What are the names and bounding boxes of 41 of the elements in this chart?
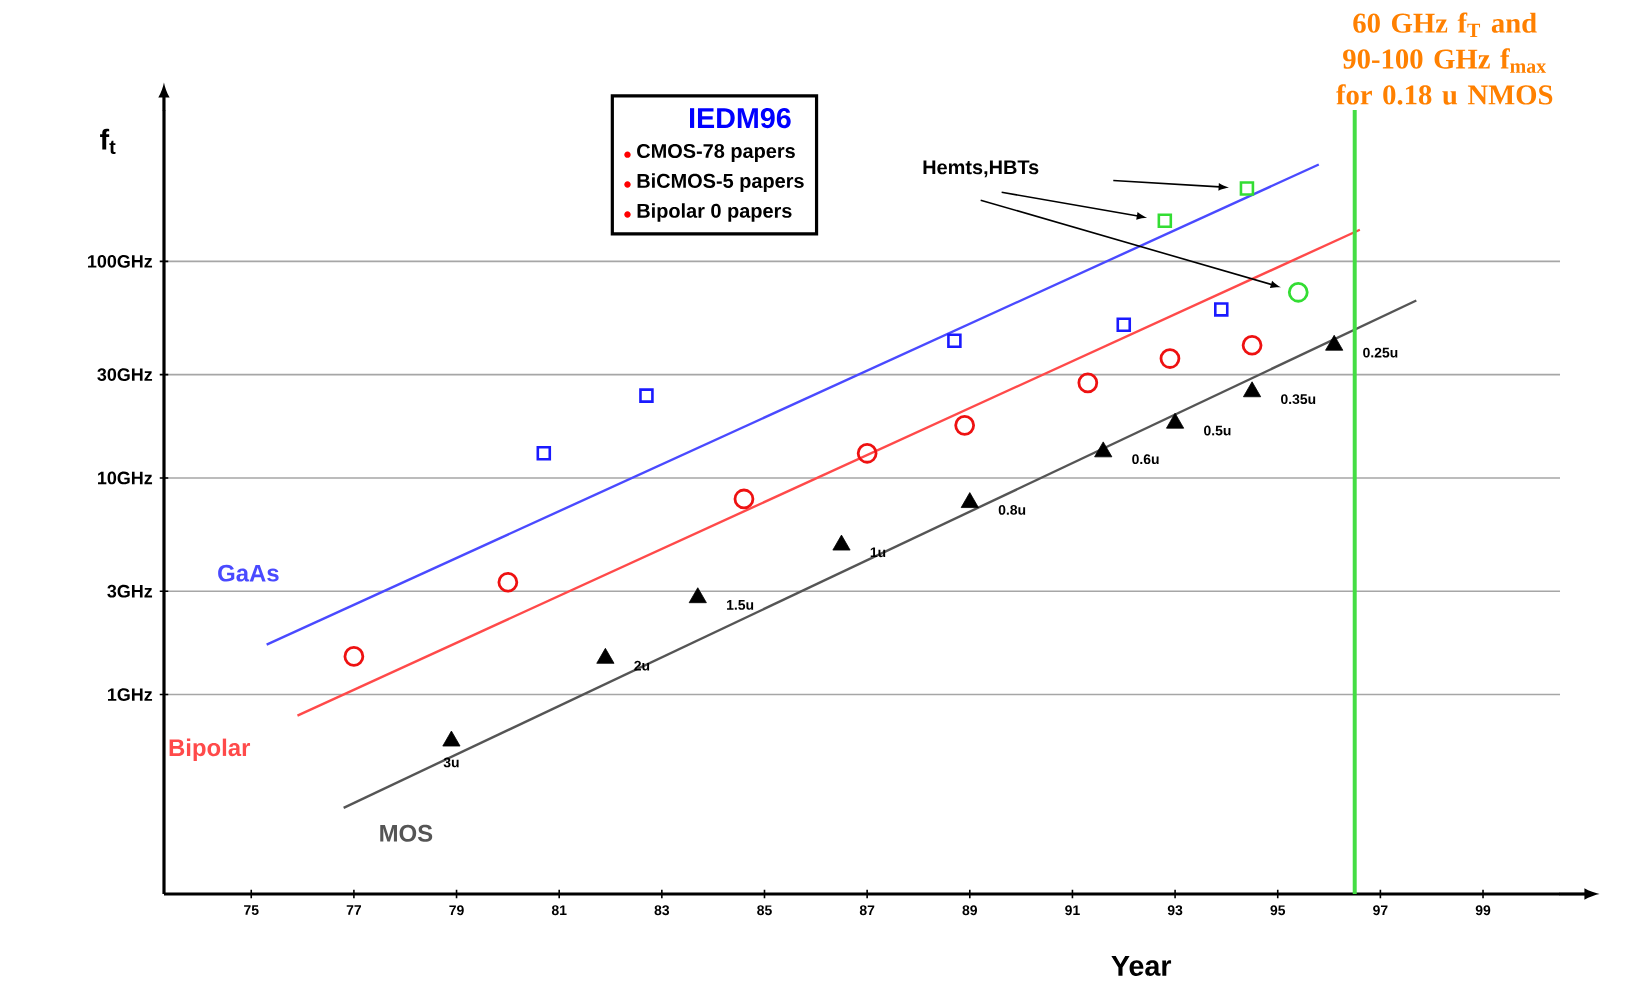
point — [1157, 213, 1173, 229]
point — [1094, 441, 1113, 458]
text: Bipolar — [169, 738, 251, 761]
point — [343, 646, 365, 667]
point — [1116, 317, 1132, 332]
annotation: BiCMOS-5 papers — [637, 173, 804, 192]
point — [688, 587, 707, 604]
y-axis-title: f$_{t}$ — [100, 128, 116, 154]
annotation: Hemts,HBTs — [923, 160, 1039, 178]
point — [639, 388, 654, 403]
y-tick-label: 10GHz — [98, 471, 153, 485]
point — [733, 488, 755, 510]
point — [1241, 334, 1263, 356]
text: GaAs — [218, 564, 279, 582]
ref-line-label: 60 GHz f$_{T}$ and 90-100 GHz f$_{max}$ for 0.18 u NMOS — [1336, 12, 1553, 105]
annotation: CMOS-78 papers — [637, 143, 795, 162]
point — [1214, 302, 1229, 317]
annotation: Bipolar 0 papers — [637, 203, 792, 222]
point — [856, 442, 878, 464]
point — [596, 647, 615, 664]
point — [1287, 281, 1309, 303]
point — [832, 534, 851, 551]
point — [442, 730, 461, 747]
point — [497, 571, 519, 593]
series-label: MOS — [380, 824, 433, 842]
point — [536, 446, 552, 461]
y-tick-label: 3GHz — [107, 584, 153, 598]
point — [954, 414, 976, 436]
point — [947, 333, 962, 349]
point — [1077, 372, 1099, 394]
y-tick-label: 100GHz — [88, 255, 153, 268]
x-axis-title: Year — [1111, 955, 1172, 976]
y-tick-label: 30GHz — [97, 368, 153, 381]
y-tick-label: 1GHz — [107, 688, 153, 701]
point — [960, 492, 979, 508]
point — [1243, 381, 1262, 398]
point — [1325, 334, 1344, 351]
point — [1159, 348, 1181, 369]
point — [1166, 412, 1185, 429]
annotation: IEDM96 — [690, 107, 791, 129]
point — [1239, 181, 1255, 196]
